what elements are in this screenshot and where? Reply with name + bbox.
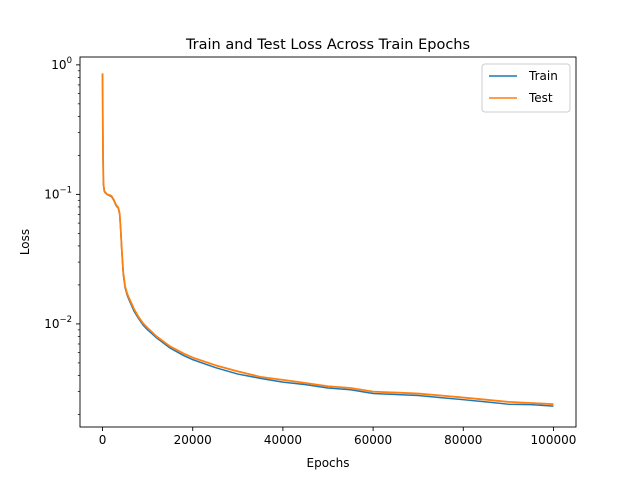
x-tick-label: 100000: [531, 433, 577, 447]
y-axis-ticks: 100 10−1 10−2: [44, 56, 80, 415]
series-layer: [101, 73, 554, 407]
x-tick-label: 0: [99, 433, 107, 447]
x-tick-label: 40000: [264, 433, 302, 447]
y-tick-label: 100: [51, 56, 72, 72]
x-tick-label: 20000: [174, 433, 212, 447]
x-axis-label: Epochs: [307, 456, 350, 470]
y-axis-label: Loss: [18, 229, 32, 255]
x-axis-ticks: 0 20000 40000 60000 80000 100000: [99, 427, 577, 447]
legend-label-train: Train: [528, 69, 558, 83]
chart-title: Train and Test Loss Across Train Epochs: [185, 37, 470, 53]
y-tick-label: 10−1: [44, 185, 72, 201]
y-tick-label: 10−2: [44, 315, 72, 331]
plot-frame: [79, 56, 577, 428]
legend: Train Test: [481, 63, 571, 113]
series-line-test: [101, 73, 554, 406]
x-tick-label: 80000: [444, 433, 482, 447]
legend-label-test: Test: [528, 91, 553, 105]
x-tick-label: 60000: [354, 433, 392, 447]
